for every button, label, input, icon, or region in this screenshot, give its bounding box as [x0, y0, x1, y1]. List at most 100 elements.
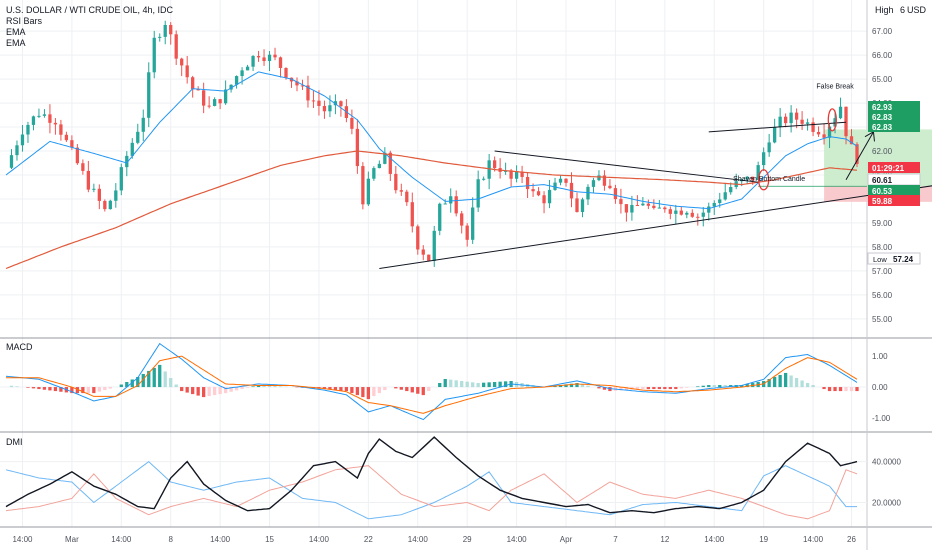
candle-body: [389, 153, 392, 174]
x-tick-label-6: 14:00: [309, 535, 330, 544]
macd-histogram-bar: [175, 385, 178, 388]
indicator-label-rsi-bars: RSI Bars: [6, 16, 42, 27]
candle-body: [268, 55, 271, 61]
macd-histogram-bar: [828, 387, 831, 391]
candle-body: [548, 190, 551, 203]
candle-body: [526, 177, 529, 189]
ema-slow-line: [6, 151, 857, 269]
macd-histogram-bar: [240, 387, 243, 389]
macd-histogram-bar: [427, 387, 430, 391]
candle-body: [784, 117, 787, 123]
macd-histogram-bar: [674, 387, 677, 389]
candle-body: [806, 122, 809, 123]
candle-body: [729, 187, 732, 192]
candle-body: [257, 56, 260, 57]
high-toggle[interactable]: High: [875, 5, 894, 15]
candle-body: [559, 179, 562, 183]
candle-body: [652, 206, 655, 208]
macd-histogram-bar: [378, 387, 381, 393]
candle-body: [619, 199, 622, 204]
candle-body: [186, 65, 189, 77]
macd-histogram-bar: [597, 387, 600, 388]
high-label: High: [875, 5, 894, 15]
macd-histogram-bar: [581, 384, 584, 387]
macd-histogram-bar: [784, 373, 787, 387]
candle-body: [630, 205, 633, 213]
dmi-tick-label-1: 20.0000: [872, 498, 901, 507]
macd-histogram-bar: [707, 385, 710, 387]
candle-body: [564, 179, 567, 183]
candle-body: [262, 57, 265, 61]
macd-histogram-bar: [26, 387, 29, 388]
price-tick-label-2: 57.00: [872, 267, 893, 276]
macd-histogram-bar: [103, 387, 106, 390]
x-tick-label-5: 15: [265, 535, 274, 544]
macd-histogram-bar: [493, 382, 496, 387]
macd-histogram-bar: [246, 387, 249, 388]
x-tick-label-2: 14:00: [111, 535, 132, 544]
x-tick-label-1: Mar: [65, 535, 79, 544]
candle-body: [658, 208, 661, 209]
candle-body: [164, 25, 167, 37]
macd-histogram-bar: [833, 387, 836, 391]
macd-histogram-bar: [455, 380, 458, 387]
candle-body: [482, 179, 485, 180]
macd-histogram-bar: [202, 387, 205, 397]
candle-body: [817, 132, 820, 134]
macd-histogram-bar: [477, 383, 480, 387]
candle-body: [114, 190, 117, 200]
candle-body: [411, 202, 414, 226]
macd-histogram-bar: [361, 387, 364, 397]
candle-body: [762, 152, 765, 165]
macd-histogram-bar: [207, 387, 210, 396]
candle-body: [158, 37, 161, 38]
candle-body: [32, 116, 35, 125]
x-tick-label-16: 14:00: [803, 535, 824, 544]
candle-body: [98, 189, 101, 201]
macd-histogram-bar: [153, 368, 156, 387]
candle-body: [251, 56, 254, 67]
candle-body: [477, 179, 480, 207]
candle-body: [488, 160, 491, 178]
macd-histogram-bar: [647, 387, 650, 389]
macd-histogram-bar: [400, 387, 403, 390]
candle-body: [575, 198, 578, 212]
candle-body: [175, 34, 178, 58]
candle-body: [65, 135, 68, 140]
candle-body: [109, 201, 112, 209]
candle-body: [394, 174, 397, 190]
macd-line: [6, 344, 857, 420]
dmi-plus-line: [6, 462, 857, 519]
candle-body: [592, 180, 595, 187]
candle-body: [328, 105, 331, 111]
candle-body: [707, 206, 710, 212]
x-tick-label-15: 19: [759, 535, 768, 544]
candle-body: [48, 114, 51, 123]
candle-body: [361, 166, 364, 204]
x-tick-label-0: 14:00: [12, 535, 33, 544]
macd-histogram-bar: [197, 387, 200, 396]
macd-histogram-bar: [251, 386, 254, 387]
price-tick-label-11: 66.00: [872, 51, 893, 60]
candle-body: [81, 163, 84, 171]
currency-label: USD: [907, 5, 926, 15]
candle-body: [142, 118, 145, 132]
macd-histogram-bar: [482, 383, 485, 387]
candle-body: [674, 211, 677, 214]
candle-body: [839, 107, 842, 118]
candle-body: [537, 191, 540, 195]
price-tick-label-4: 59.00: [872, 219, 893, 228]
candle-body: [279, 57, 282, 68]
candle-body: [773, 127, 776, 142]
candle-body: [636, 205, 639, 206]
candle-body: [778, 117, 781, 127]
candle-body: [26, 125, 29, 135]
macd-histogram-bar: [438, 383, 441, 387]
candle-body: [400, 190, 403, 191]
candle-body: [433, 231, 436, 261]
price-tick-label-0: 55.00: [872, 315, 893, 324]
candle-body: [213, 99, 216, 106]
macd-histogram-bar: [702, 386, 705, 387]
macd-histogram-bar: [394, 387, 397, 388]
